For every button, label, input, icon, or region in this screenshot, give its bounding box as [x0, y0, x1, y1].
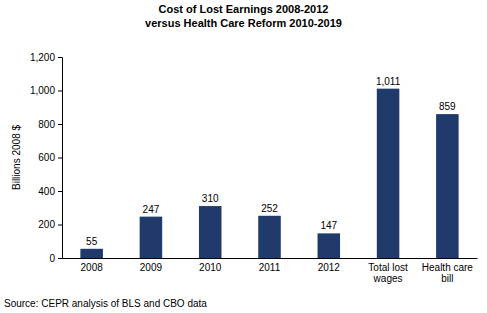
x-tick-label: Total lostwages	[368, 262, 408, 284]
y-tick-mark	[58, 191, 62, 192]
y-tick-label: 1,000	[30, 85, 55, 96]
data-label: 310	[202, 193, 219, 204]
x-tick-label: 2011	[259, 262, 281, 273]
bar	[140, 217, 163, 258]
bar	[377, 89, 400, 258]
data-labels: 55 247 310 252 147 1,011 859	[86, 76, 456, 247]
x-tick: Total lostwages	[368, 262, 408, 284]
y-tick: 1,000	[30, 85, 62, 96]
x-tick: Health carebill	[422, 262, 474, 284]
subtitle: versus Health Care Reform 2010-2019	[145, 17, 342, 29]
x-tick: 2010	[199, 262, 222, 273]
bar	[199, 206, 222, 258]
x-tick: 2011	[259, 262, 281, 273]
y-tick: 400	[38, 186, 62, 197]
data-label: 252	[261, 203, 278, 214]
y-axis-line	[58, 58, 63, 259]
y-tick-mark	[58, 124, 62, 125]
x-tick-label: 2010	[199, 262, 222, 273]
x-tick-label: 2009	[140, 262, 163, 273]
data-label: 247	[143, 204, 160, 215]
bars	[80, 89, 458, 258]
x-tick-label: Health carebill	[422, 262, 474, 284]
y-tick-label: 800	[38, 119, 55, 130]
bar	[318, 233, 341, 258]
bar	[80, 249, 103, 258]
y-tick-mark	[58, 225, 62, 226]
data-label: 147	[320, 220, 337, 231]
y-tick: 200	[38, 219, 62, 230]
y-tick-mark	[58, 158, 62, 159]
chart: Cost of Lost Earnings 2008-2012 versus He…	[0, 0, 487, 313]
x-tick: 2009	[140, 262, 163, 273]
x-axis-line	[63, 258, 478, 259]
x-axis: 2008 2009 2010 2011 2012 Total lostwages Healt…	[63, 259, 478, 285]
y-tick-label: 600	[38, 152, 55, 163]
y-tick: 800	[38, 119, 62, 130]
source: Source: CEPR analysis of BLS and CBO dat…	[4, 298, 207, 309]
x-tick: 2008	[81, 262, 104, 273]
x-tick-label: 2008	[81, 262, 104, 273]
data-label: 55	[86, 236, 98, 247]
y-tick: 600	[38, 152, 62, 163]
y-tick-label: 400	[38, 186, 55, 197]
y-tick-mark	[58, 57, 62, 58]
y-tick-label: 1,200	[30, 52, 55, 63]
title: Cost of Lost Earnings 2008-2012	[159, 3, 329, 15]
plot: 02004006008001,0001,20020082009201020112…	[30, 52, 478, 284]
y-axis: 0 200 400 600 800 1,000 1,200	[30, 52, 63, 264]
y-tick-mark	[58, 258, 62, 259]
bar	[436, 114, 459, 258]
y-tick-label: 200	[38, 219, 55, 230]
y-tick: 0	[49, 253, 62, 264]
y-tick: 1,200	[30, 52, 62, 63]
y-tick-mark	[58, 91, 62, 92]
data-label: 1,011	[376, 76, 401, 87]
x-tick-label: 2012	[318, 262, 341, 273]
y-tick-label: 0	[49, 253, 55, 264]
y-axis-title: Billions 2008 $	[11, 125, 22, 190]
bar	[258, 216, 281, 258]
x-tick: 2012	[318, 262, 341, 273]
data-label: 859	[439, 101, 456, 112]
